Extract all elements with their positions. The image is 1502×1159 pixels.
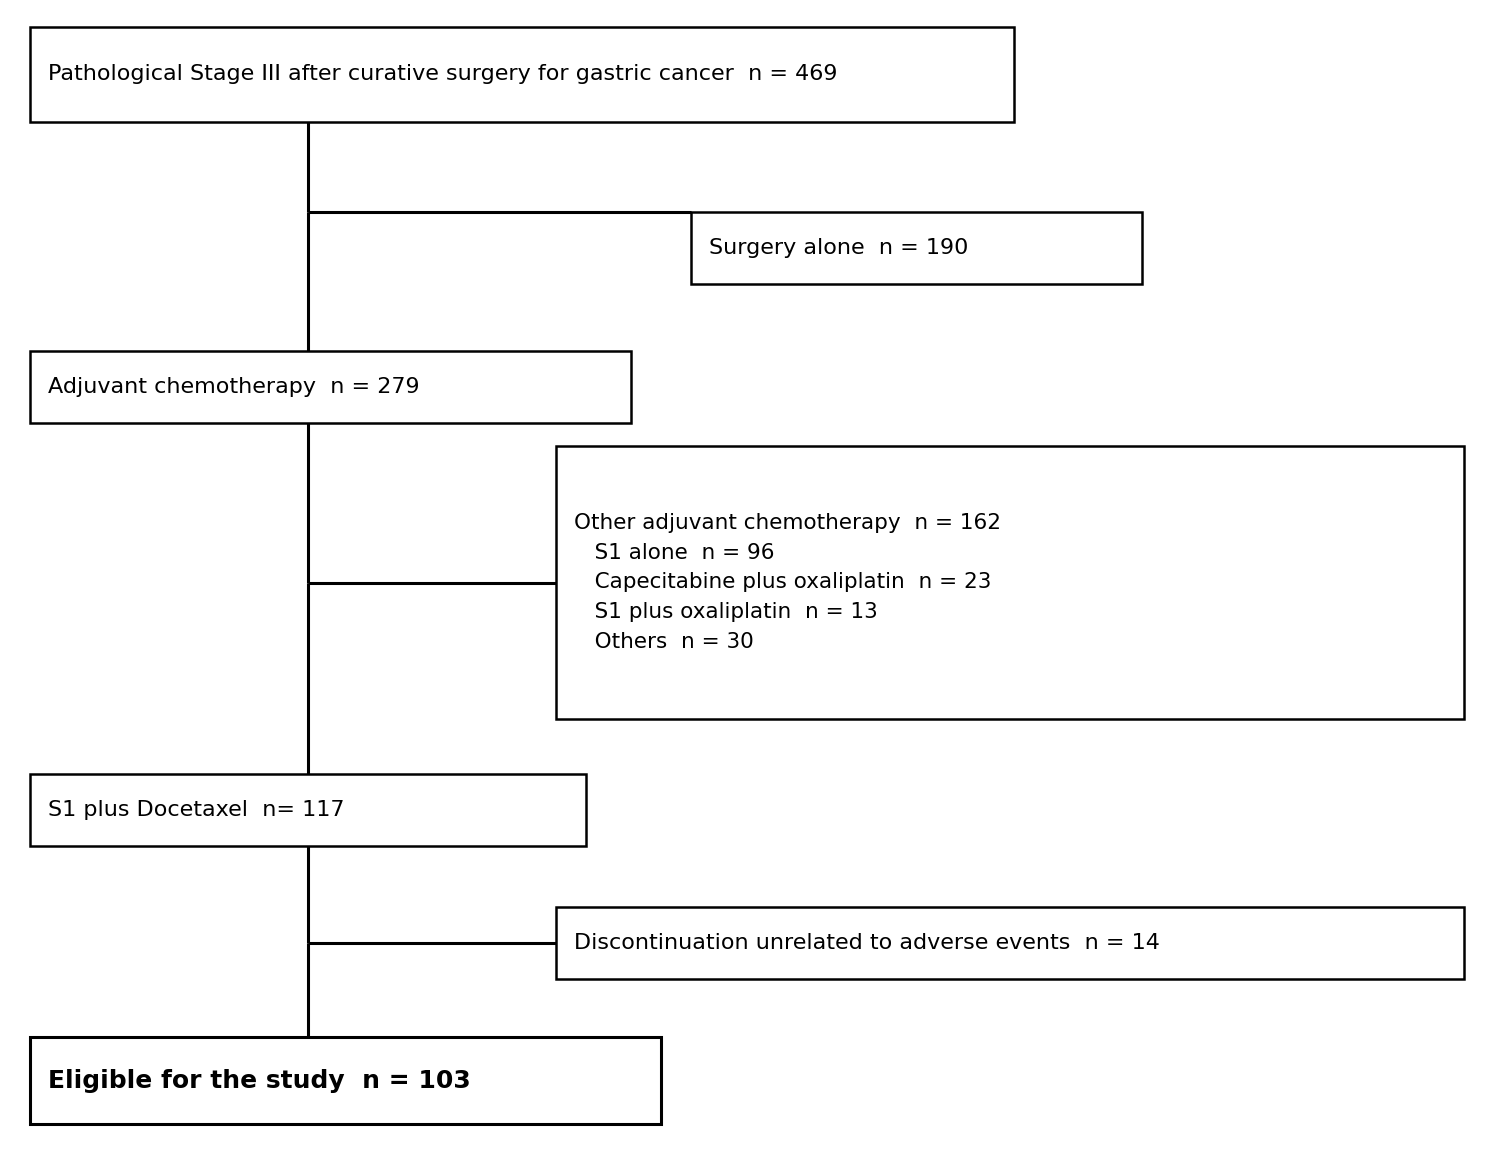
FancyBboxPatch shape (30, 774, 586, 846)
FancyBboxPatch shape (30, 1037, 661, 1124)
FancyBboxPatch shape (556, 907, 1464, 979)
FancyBboxPatch shape (556, 446, 1464, 719)
FancyBboxPatch shape (691, 212, 1142, 284)
Text: Eligible for the study  n = 103: Eligible for the study n = 103 (48, 1069, 470, 1093)
FancyBboxPatch shape (30, 27, 1014, 122)
Text: Surgery alone  n = 190: Surgery alone n = 190 (709, 238, 969, 258)
Text: Adjuvant chemotherapy  n = 279: Adjuvant chemotherapy n = 279 (48, 377, 419, 398)
Text: Other adjuvant chemotherapy  n = 162
   S1 alone  n = 96
   Capecitabine plus ox: Other adjuvant chemotherapy n = 162 S1 a… (574, 513, 1000, 651)
Text: Pathological Stage III after curative surgery for gastric cancer  n = 469: Pathological Stage III after curative su… (48, 64, 838, 85)
Text: S1 plus Docetaxel  n= 117: S1 plus Docetaxel n= 117 (48, 800, 344, 821)
FancyBboxPatch shape (30, 351, 631, 423)
Text: Discontinuation unrelated to adverse events  n = 14: Discontinuation unrelated to adverse eve… (574, 933, 1160, 954)
